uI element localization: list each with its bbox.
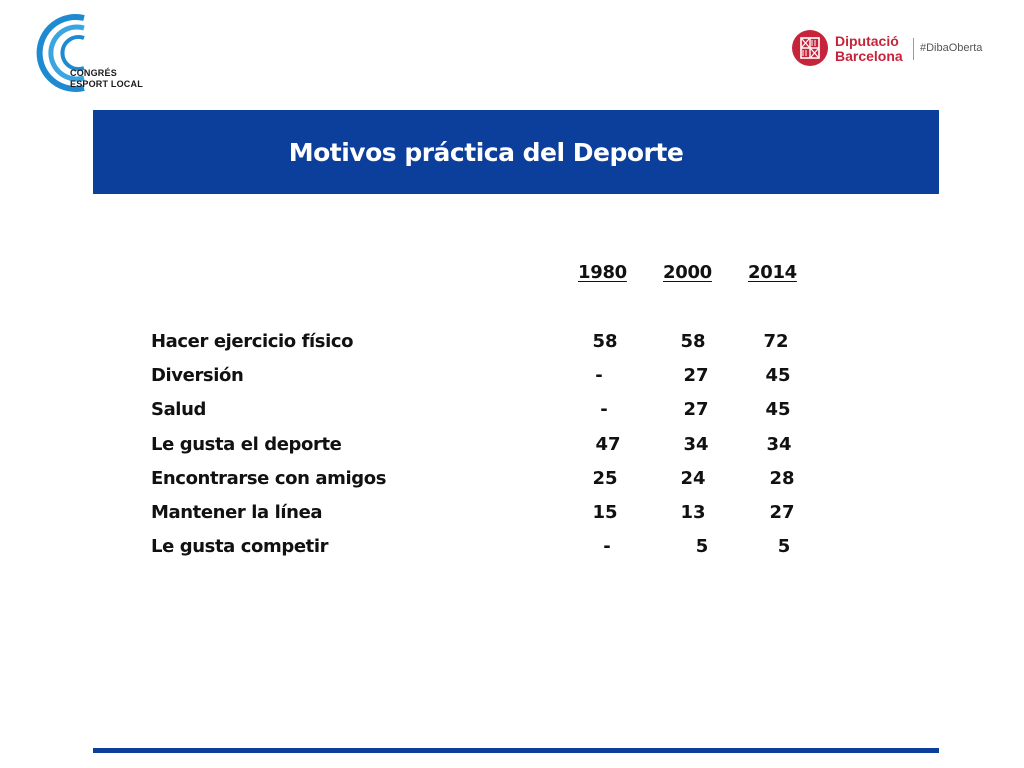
congres-arc-icon: [36, 14, 85, 92]
cell-le-gusta-deporte-1980: 47: [595, 434, 621, 455]
cell-mantener-linea-2014: 27: [769, 502, 795, 523]
cell-salud-2000: 27: [683, 399, 709, 420]
slide-title: Motivos práctica del Deporte: [288, 137, 684, 167]
cell-encontrarse-amigos-1980: 25: [592, 468, 618, 489]
cell-diversion-2014: 45: [765, 365, 791, 386]
cell-salud-1980: -: [600, 399, 608, 420]
congres-logo-line2: ESPORT LOCAL: [70, 79, 143, 89]
cell-encontrarse-amigos-2014: 28: [769, 468, 795, 489]
row-label-le-gusta-competir: Le gusta competir: [151, 536, 329, 557]
cell-hacer-ejercicio-2014: 72: [763, 331, 789, 352]
year-header-1980: 1980: [578, 262, 627, 283]
cell-mantener-linea-2000: 13: [680, 502, 706, 523]
row-label-mantener-linea: Mantener la línea: [151, 502, 323, 523]
congres-esport-local-logo: CONGRÉS ESPORT LOCAL: [18, 12, 158, 94]
row-label-encontrarse-amigos: Encontrarse con amigos: [151, 468, 387, 489]
year-header-2014: 2014: [748, 262, 797, 283]
cell-hacer-ejercicio-2000: 58: [680, 331, 706, 352]
cell-le-gusta-competir-1980: -: [603, 536, 611, 557]
cell-le-gusta-competir-2000: 5: [695, 536, 709, 557]
diputacio-barcelona-logo: Diputació Barcelona #DibaOberta: [792, 30, 1002, 70]
diputacio-seal-icon: [792, 30, 828, 66]
cell-salud-2014: 45: [765, 399, 791, 420]
cell-mantener-linea-1980: 15: [592, 502, 618, 523]
row-label-le-gusta-deporte: Le gusta el deporte: [151, 434, 342, 455]
row-label-diversion: Diversión: [151, 365, 244, 386]
cell-diversion-1980: -: [595, 365, 603, 386]
diputacio-logo-line1: Diputació: [835, 33, 899, 49]
cell-diversion-2000: 27: [683, 365, 709, 386]
logo-divider: [913, 38, 914, 60]
title-banner: Motivos práctica del Deporte: [93, 110, 939, 194]
diputacio-logo-line2: Barcelona: [835, 48, 903, 64]
year-header-2000: 2000: [663, 262, 712, 283]
congres-logo-line1: CONGRÉS: [70, 68, 117, 78]
diba-hashtag: #DibaOberta: [920, 42, 983, 54]
bottom-divider: [93, 748, 939, 753]
row-label-salud: Salud: [151, 399, 206, 420]
cell-le-gusta-deporte-2000: 34: [683, 434, 709, 455]
cell-encontrarse-amigos-2000: 24: [680, 468, 706, 489]
cell-le-gusta-deporte-2014: 34: [766, 434, 792, 455]
cell-le-gusta-competir-2014: 5: [777, 536, 791, 557]
cell-hacer-ejercicio-1980: 58: [592, 331, 618, 352]
row-label-hacer-ejercicio: Hacer ejercicio físico: [151, 331, 354, 352]
